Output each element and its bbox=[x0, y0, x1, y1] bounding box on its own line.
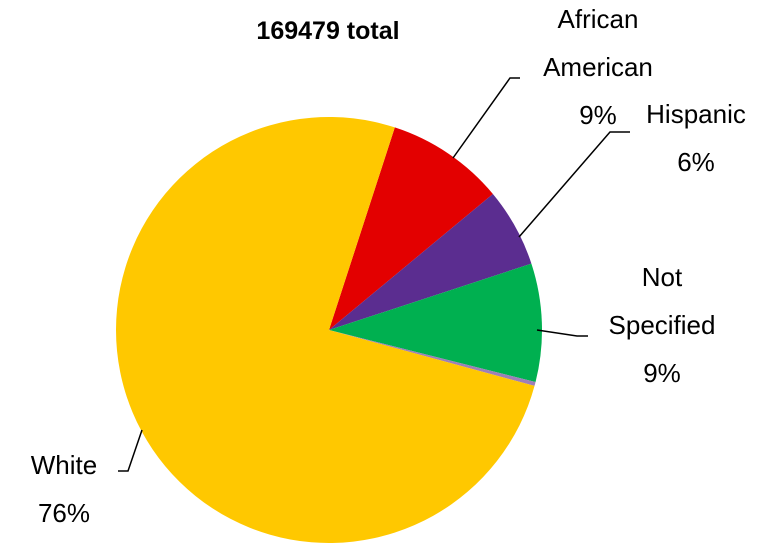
leader-line bbox=[518, 131, 630, 238]
slice-label: American bbox=[543, 52, 653, 82]
slice-label: 6% bbox=[677, 147, 715, 177]
leader-lines bbox=[118, 77, 630, 472]
slice-label: African bbox=[558, 4, 639, 34]
slice-label: Specified bbox=[609, 310, 716, 340]
leader-line bbox=[452, 77, 520, 159]
pie-slice bbox=[329, 263, 543, 383]
pie-slice bbox=[116, 116, 535, 543]
slice-label: 9% bbox=[579, 100, 617, 130]
slice-label: 9% bbox=[643, 358, 681, 388]
pie-slice bbox=[329, 330, 536, 386]
slice-label: Hispanic bbox=[646, 99, 746, 129]
pie-slice bbox=[329, 193, 532, 330]
slice-label: 76% bbox=[38, 498, 90, 528]
pie-slices bbox=[116, 116, 543, 543]
pie-slice bbox=[329, 127, 493, 330]
slice-label: Not bbox=[642, 262, 683, 292]
slice-label: White bbox=[31, 450, 97, 480]
leader-line bbox=[536, 329, 588, 337]
slice-labels: African American 9% Hispanic 6% Not Specified 9… bbox=[31, 4, 746, 528]
leader-line bbox=[118, 429, 143, 472]
chart-title: 169479 total bbox=[256, 17, 399, 45]
